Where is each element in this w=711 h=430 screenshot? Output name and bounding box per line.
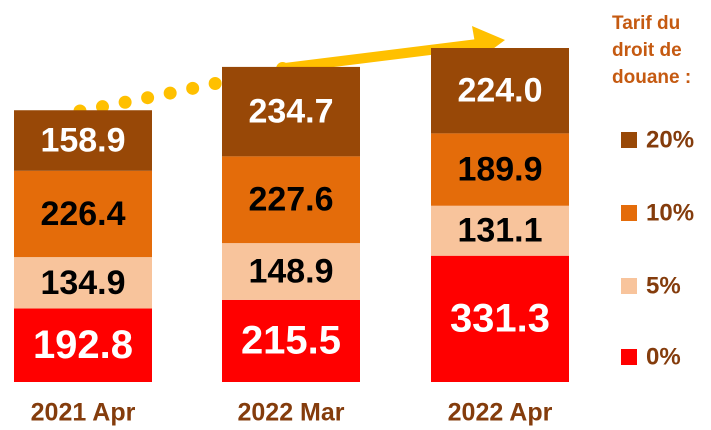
data-label: 192.8 <box>33 323 133 367</box>
bar-segment <box>222 66 360 157</box>
legend-marker <box>621 349 637 365</box>
bar-segment <box>222 243 360 300</box>
bar-segment <box>431 133 569 206</box>
data-label: 226.4 <box>40 195 125 233</box>
legend-label: 0% <box>646 343 681 370</box>
legend-marker <box>621 132 637 148</box>
bar-segment <box>14 257 152 309</box>
bar-segment <box>14 110 152 171</box>
bar-segment <box>222 299 360 382</box>
data-label: 234.7 <box>248 93 333 131</box>
data-label: 158.9 <box>40 122 125 160</box>
bar-segment <box>14 308 152 382</box>
data-label: 134.9 <box>40 264 125 302</box>
bar-segment <box>431 48 569 134</box>
legend-label: 10% <box>646 199 694 226</box>
x-tick-label: 2022 Mar <box>237 399 344 427</box>
bar-segment <box>222 156 360 244</box>
bar-segment <box>14 170 152 258</box>
data-label: 148.9 <box>248 252 333 290</box>
data-label: 215.5 <box>241 318 341 362</box>
bar-segment <box>431 255 569 382</box>
data-label: 189.9 <box>457 151 542 189</box>
data-label: 131.1 <box>457 212 542 250</box>
x-tick-label: 2022 Apr <box>448 399 553 427</box>
data-label: 224.0 <box>457 72 542 110</box>
bar-segment <box>431 205 569 256</box>
legend-label: 20% <box>646 126 694 153</box>
data-label: 227.6 <box>248 181 333 219</box>
x-tick-label: 2021 Apr <box>31 399 136 427</box>
legend-marker <box>621 205 637 221</box>
data-label: 331.3 <box>450 296 550 340</box>
legend-label: 5% <box>646 272 681 299</box>
legend-marker <box>621 278 637 294</box>
legend-title: Tarif du droit de douane : <box>612 13 692 88</box>
